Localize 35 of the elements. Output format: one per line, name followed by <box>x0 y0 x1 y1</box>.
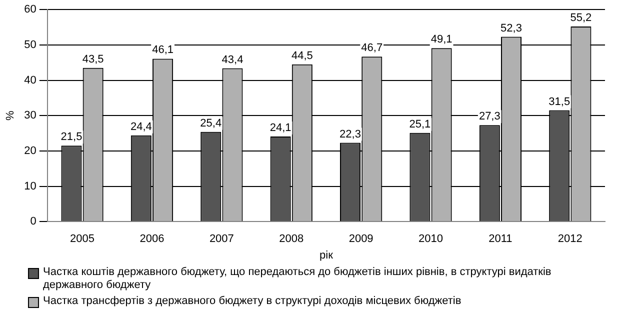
data-label: 43,4 <box>222 54 244 66</box>
y-axis-title: % <box>4 110 17 120</box>
y-tick-label: 0 <box>30 216 36 228</box>
x-tick-label: 2011 <box>488 233 512 246</box>
data-label: 46,7 <box>361 42 383 54</box>
data-label: 43,5 <box>82 53 104 66</box>
x-tick-label: 2005 <box>70 233 95 246</box>
data-label: 52,3 <box>500 22 522 34</box>
x-tick-label: 2006 <box>140 233 164 246</box>
data-label: 22,3 <box>340 128 361 140</box>
legend-label: Частка трансфертів з державного бюджету в структурі доходів місцевих бюджетів <box>43 295 462 308</box>
legend-label: Частка коштів державного бюджету, що передаються до бюджетів інших рівнів, в структурі видатків державного бюджету <box>43 266 552 292</box>
data-label: 55,2 <box>570 12 592 24</box>
y-tick-label: 50 <box>24 38 36 51</box>
x-tick-label: 2009 <box>348 233 374 246</box>
data-label: 31,5 <box>548 96 570 108</box>
data-label: 25,1 <box>409 118 431 130</box>
data-label: 24,1 <box>270 122 292 134</box>
x-tick-label: 2008 <box>279 233 304 246</box>
x-tick-label: 2010 <box>418 233 444 246</box>
x-tick-label: 2007 <box>209 233 234 246</box>
x-axis-title: рік <box>320 249 334 262</box>
data-label: 25,4 <box>200 117 222 130</box>
y-tick-label: 40 <box>24 74 36 86</box>
y-tick-label: 20 <box>24 144 36 157</box>
data-label: 21,5 <box>60 131 82 144</box>
y-tick-label: 30 <box>24 110 36 122</box>
data-label: 24,4 <box>130 120 152 133</box>
x-tick-label: 2012 <box>558 233 582 246</box>
y-tick-label: 10 <box>24 180 36 192</box>
y-tick-label: 60 <box>24 4 36 16</box>
data-label: 44,5 <box>291 50 313 62</box>
data-label: 27,3 <box>478 110 500 123</box>
data-label: 49,1 <box>430 34 452 46</box>
data-label: 46,1 <box>152 44 174 56</box>
